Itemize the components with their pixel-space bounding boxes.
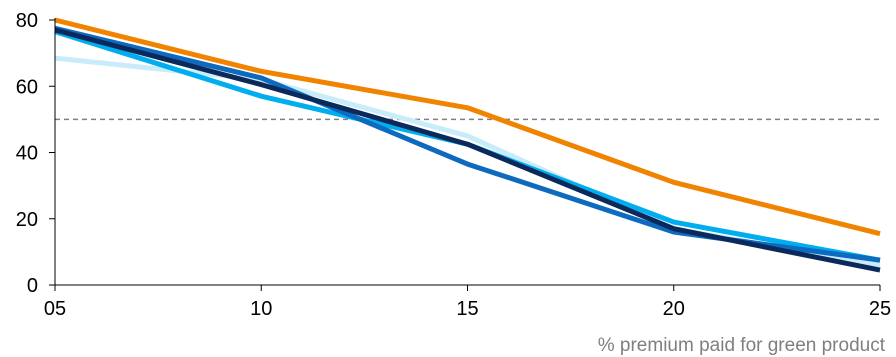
series-line-4 <box>54 27 881 273</box>
x-axis-title: % premium paid for green product <box>598 335 886 356</box>
y-tick-label: 20 <box>16 209 38 231</box>
x-tick-label: 20 <box>663 298 685 320</box>
x-tick-label: 05 <box>44 298 66 320</box>
y-tick-label: 0 <box>27 275 38 297</box>
x-tick-label: 10 <box>250 298 272 320</box>
axes <box>49 18 881 291</box>
x-tick-label: 15 <box>456 298 478 320</box>
x-tick-label: 25 <box>869 298 891 320</box>
tick-labels: 0 20 40 60 80 05 10 15 20 25 <box>16 10 891 320</box>
y-tick-label: 40 <box>16 143 38 165</box>
series-layer <box>54 17 881 273</box>
y-tick-label: 80 <box>16 10 38 32</box>
y-tick-label: 60 <box>16 76 38 98</box>
series-line-5 <box>54 17 881 237</box>
